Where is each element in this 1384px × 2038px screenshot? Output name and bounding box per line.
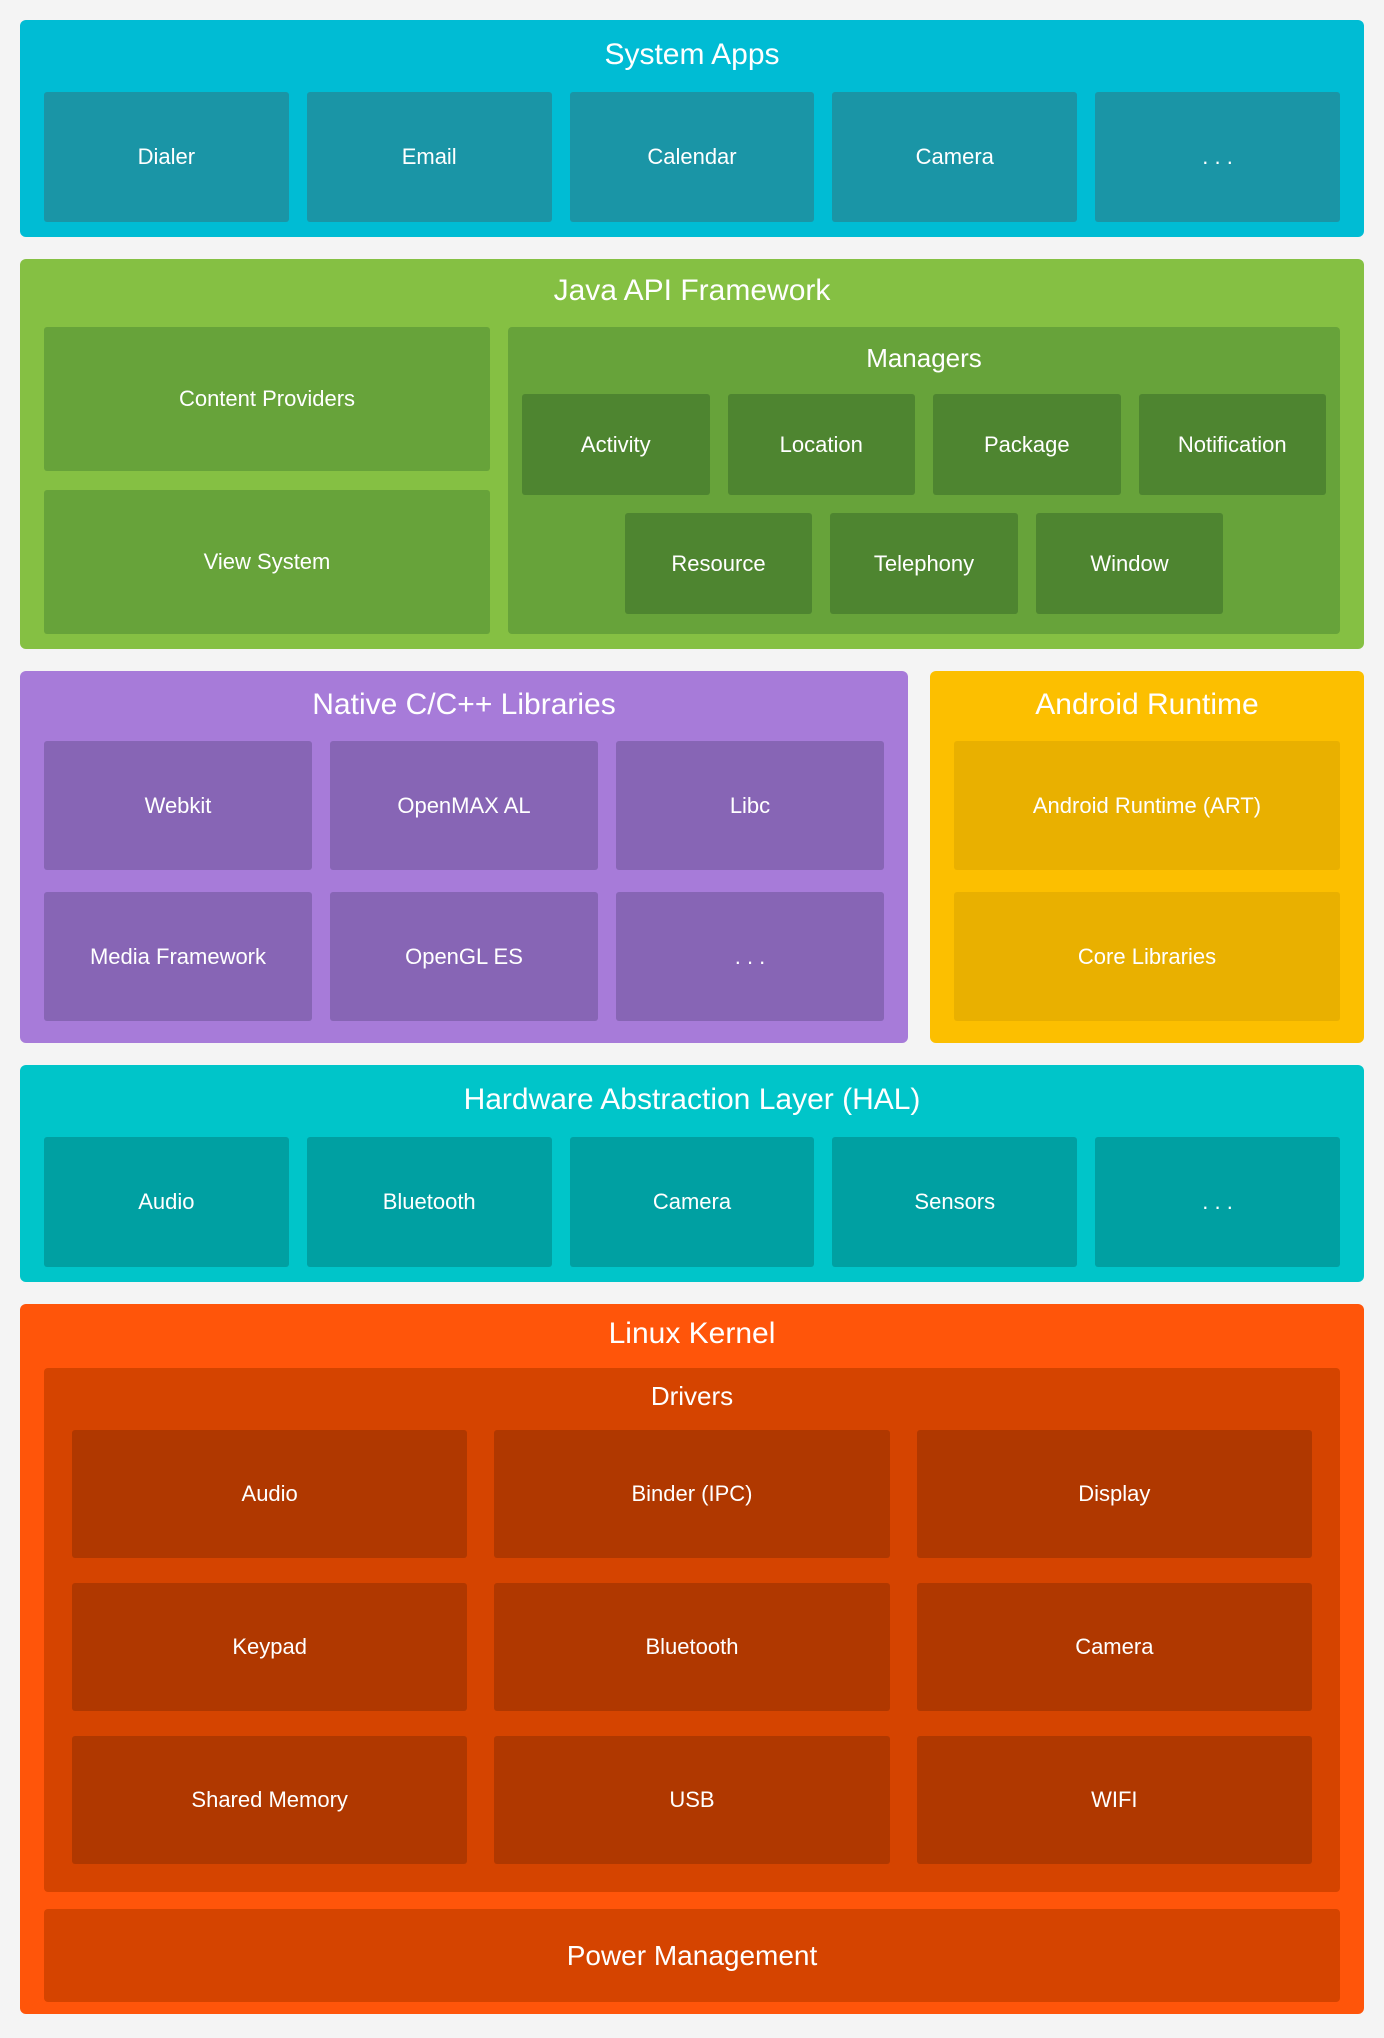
layer-linux-kernel: Linux Kernel Drivers Audio Binder (IPC) …	[20, 1304, 1364, 2014]
power-management-label: Power Management	[566, 1939, 818, 1971]
hal-row: Audio Bluetooth Camera Sensors . . .	[44, 1137, 1340, 1267]
android-runtime-title: Android Runtime	[1035, 688, 1259, 721]
box-notification-manager: Notification	[1138, 394, 1326, 495]
system-apps-row: Dialer Email Calendar Camera . . .	[44, 92, 1340, 222]
box-openmax-al: OpenMAX AL	[330, 741, 598, 870]
box-activity-manager: Activity	[522, 394, 710, 495]
java-api-body: Content Providers View System Managers A…	[44, 327, 1340, 634]
java-api-framework-title: Java API Framework	[553, 274, 831, 307]
box-more-apps: . . .	[1095, 92, 1340, 222]
box-hal-sensors: Sensors	[832, 1137, 1078, 1267]
layer-native-libraries: Native C/C++ Libraries Webkit OpenMAX AL…	[20, 671, 908, 1043]
layer-hal: Hardware Abstraction Layer (HAL) Audio B…	[20, 1065, 1364, 1282]
box-package-manager: Package	[933, 394, 1121, 495]
box-driver-binder-ipc: Binder (IPC)	[494, 1430, 890, 1558]
layer-system-apps: System Apps Dialer Email Calendar Camera…	[20, 20, 1364, 237]
system-apps-title: System Apps	[604, 38, 780, 71]
drivers-row-2: Keypad Bluetooth Camera	[72, 1583, 1312, 1711]
box-driver-camera: Camera	[916, 1583, 1312, 1711]
native-libs-row-2: Media Framework OpenGL ES . . .	[44, 892, 884, 1021]
box-hal-audio: Audio	[44, 1137, 289, 1267]
box-dialer: Dialer	[44, 92, 289, 222]
box-resource-manager: Resource	[624, 513, 813, 614]
box-driver-usb: USB	[494, 1736, 890, 1864]
box-hal-more: . . .	[1095, 1137, 1340, 1267]
box-webkit: Webkit	[44, 741, 312, 870]
box-content-providers: Content Providers	[44, 327, 490, 471]
box-driver-wifi: WIFI	[916, 1736, 1312, 1864]
box-calendar: Calendar	[569, 92, 815, 222]
box-view-system: View System	[44, 490, 490, 634]
box-location-manager: Location	[727, 394, 915, 495]
drivers-title: Drivers	[650, 1381, 734, 1411]
layer-android-runtime: Android Runtime Android Runtime (ART) Co…	[930, 671, 1364, 1043]
layer-java-api-framework: Java API Framework Content Providers Vie…	[20, 259, 1364, 649]
box-driver-keypad: Keypad	[72, 1583, 468, 1711]
box-camera: Camera	[832, 92, 1078, 222]
box-core-libraries: Core Libraries	[954, 892, 1340, 1021]
box-android-runtime-art: Android Runtime (ART)	[954, 741, 1340, 870]
box-more-libs: . . .	[616, 892, 884, 1021]
libs-runtime-row: Native C/C++ Libraries Webkit OpenMAX AL…	[20, 671, 1364, 1043]
drivers-row-3: Shared Memory USB WIFI	[72, 1736, 1312, 1864]
native-libraries-title: Native C/C++ Libraries	[312, 688, 616, 721]
managers-title: Managers	[866, 343, 982, 373]
box-window-manager: Window	[1035, 513, 1224, 614]
drivers-row-1: Audio Binder (IPC) Display	[72, 1430, 1312, 1558]
box-opengl-es: OpenGL ES	[330, 892, 598, 1021]
drivers-panel: Drivers Audio Binder (IPC) Display Keypa…	[44, 1368, 1340, 1892]
box-driver-display: Display	[916, 1430, 1312, 1558]
native-libs-row-1: Webkit OpenMAX AL Libc	[44, 741, 884, 870]
box-libc: Libc	[616, 741, 884, 870]
hal-title: Hardware Abstraction Layer (HAL)	[463, 1083, 921, 1116]
managers-panel: Managers Activity Location Package Notif…	[508, 327, 1340, 634]
power-management-panel: Power Management	[44, 1909, 1340, 2002]
managers-row-2: Resource Telephony Window	[522, 513, 1326, 614]
box-hal-bluetooth: Bluetooth	[306, 1137, 552, 1267]
box-driver-bluetooth: Bluetooth	[494, 1583, 890, 1711]
java-api-left-column: Content Providers View System	[44, 327, 490, 634]
box-driver-audio: Audio	[72, 1430, 468, 1558]
box-hal-camera: Camera	[569, 1137, 815, 1267]
box-telephony-manager: Telephony	[830, 513, 1018, 614]
managers-row-1: Activity Location Package Notification	[522, 394, 1326, 495]
box-media-framework: Media Framework	[44, 892, 312, 1021]
box-driver-shared-memory: Shared Memory	[72, 1736, 468, 1864]
box-email: Email	[306, 92, 552, 222]
linux-kernel-title: Linux Kernel	[608, 1317, 776, 1350]
